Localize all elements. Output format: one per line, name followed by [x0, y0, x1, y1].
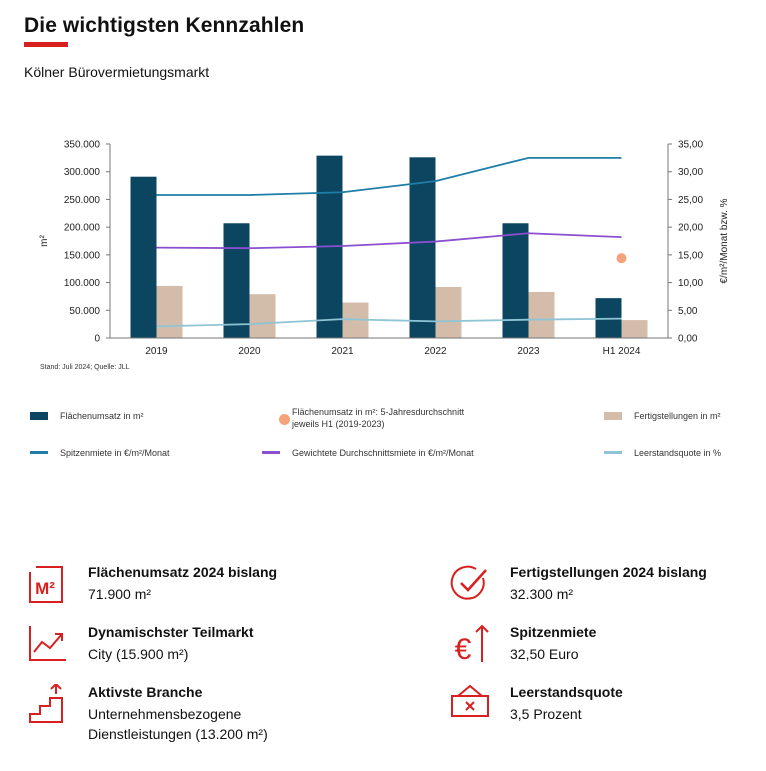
page-title: Die wichtigsten Kennzahlen — [24, 14, 305, 37]
kpi-leerstand: Leerstandsquote 3,5 Prozent — [450, 684, 750, 728]
x-tick-label-3: 2022 — [424, 346, 447, 357]
vacant-sign-icon — [451, 684, 489, 717]
legend-swatch-spitzenmiete — [30, 451, 48, 454]
kpi-branche-value-line1: Unternehmensbezogene — [88, 706, 242, 722]
left-tick-label-0: 0 — [94, 334, 100, 345]
lines — [156, 156, 627, 328]
euro-up-icon: € — [455, 624, 489, 664]
euro-icon-text: € — [455, 633, 472, 664]
right-tick-label-0: 0,00 — [678, 334, 698, 345]
bar-fertigstellungen-4 — [528, 291, 555, 338]
x-tick-label-4: 2023 — [517, 346, 540, 357]
line-leerstand — [156, 317, 622, 328]
kpi-flaechenumsatz-label: Flächenumsatz 2024 bislang — [88, 564, 278, 580]
m2-icon-text: M² — [35, 579, 55, 598]
axes — [109, 144, 669, 339]
left-tick-label-1: 50.000 — [69, 306, 100, 317]
office-market-chart: 0 50.000 100.000 150.000 200.000 250.000 300.0… — [39, 140, 730, 372]
left-axis-label: m² — [39, 235, 50, 247]
tick-labels: 0 50.000 100.000 150.000 200.000 250.000 300.0… — [64, 140, 704, 358]
kpi-flaechenumsatz: M² Flächenumsatz 2024 bislang 71.900 m² — [28, 564, 348, 608]
trend-chart-icon — [29, 626, 66, 661]
kpi-leerstand-value: 3,5 Prozent — [510, 706, 582, 722]
legend-label-durchschnitt-line1: Flächenumsatz in m²: 5-Jahresdurchschnit… — [292, 407, 465, 417]
right-tick-label-4: 20,00 — [678, 223, 703, 234]
legend-label-durchschnittsmiete: Gewichtete Durchschnittsmiete in €/m²/Mo… — [292, 448, 474, 458]
line-spitzenmiete — [156, 156, 622, 196]
point-durchschnitt-h1 — [616, 253, 627, 264]
bar-flaechenumsatz-4 — [502, 223, 529, 338]
legend-swatch-fertigstellungen — [604, 412, 622, 420]
legend-swatch-durchschnitt — [279, 414, 290, 425]
bar-flaechenumsatz-1 — [223, 223, 250, 338]
legend-swatch-leerstand — [604, 451, 622, 454]
x-tick-label-0: 2019 — [145, 346, 168, 357]
x-tick-label-2: 2021 — [331, 346, 354, 357]
right-tick-label-3: 15,00 — [678, 250, 703, 261]
left-tick-label-3: 150.000 — [64, 250, 101, 261]
left-tick-label-2: 100.000 — [64, 278, 101, 289]
chart-legend: Flächenumsatz in m² Flächenumsatz in m²:… — [0, 400, 766, 470]
checkmark-circle-icon — [450, 565, 487, 600]
legend-label-fertigstellungen: Fertigstellungen in m² — [634, 411, 721, 421]
chart-source: Stand: Juli 2024; Quelle: JLL — [40, 364, 130, 371]
bars — [130, 155, 648, 338]
right-tick-label-6: 30,00 — [678, 167, 703, 178]
left-tick-label-7: 350.000 — [64, 140, 101, 151]
kpi-teilmarkt-value: City (15.900 m²) — [88, 646, 189, 662]
left-tick-label-5: 250.000 — [64, 195, 101, 206]
legend-label-durchschnitt-line2: jeweils H1 (2019-2023) — [292, 419, 385, 429]
kpi-branche-label: Aktivste Branche — [88, 684, 203, 700]
bar-fertigstellungen-0 — [156, 285, 183, 338]
bar-flaechenumsatz-3 — [409, 157, 436, 338]
bar-fertigstellungen-3 — [435, 287, 462, 338]
bar-fertigstellungen-5 — [621, 320, 648, 338]
right-tick-label-7: 35,00 — [678, 140, 703, 151]
left-tick-label-4: 200.000 — [64, 223, 101, 234]
x-tick-label-5: H1 2024 — [603, 346, 641, 357]
legend-label-flaechenumsatz: Flächenumsatz in m² — [60, 411, 144, 421]
right-tick-label-2: 10,00 — [678, 278, 703, 289]
page-subtitle: Kölner Bürovermietungsmarkt — [24, 64, 210, 80]
kpi-spitzenmiete: € Spitzenmiete 32,50 Euro — [450, 624, 750, 668]
kpi-spitzenmiete-label: Spitzenmiete — [510, 624, 597, 640]
bar-fertigstellungen-1 — [249, 294, 276, 338]
kpi-fertigstellungen-value: 32.300 m² — [510, 586, 574, 602]
legend-swatch-durchschnittsmiete — [262, 451, 280, 454]
kpi-branche: Aktivste Branche Unternehmensbezogene Di… — [28, 684, 348, 748]
kpi-branche-value-line2: Dienstleistungen (13.200 m²) — [88, 726, 268, 742]
legend-swatch-flaechenumsatz — [30, 412, 48, 420]
legend-label-spitzenmiete: Spitzenmiete in €/m²/Monat — [60, 448, 170, 458]
right-tick-label-5: 25,00 — [678, 195, 703, 206]
kpi-spitzenmiete-value: 32,50 Euro — [510, 646, 579, 662]
kpi-teilmarkt-label: Dynamischster Teilmarkt — [88, 624, 254, 640]
kpi-fertigstellungen: Fertigstellungen 2024 bislang 32.300 m² — [450, 564, 750, 608]
steps-up-icon — [29, 684, 63, 723]
right-axis-label: €/m²/Monat bzw. % — [719, 198, 730, 283]
kpi-fertigstellungen-label: Fertigstellungen 2024 bislang — [510, 564, 707, 580]
right-tick-label-1: 5,00 — [678, 306, 698, 317]
kpi-flaechenumsatz-value: 71.900 m² — [88, 586, 152, 602]
m2-icon: M² — [29, 566, 63, 603]
line-durchschnittsmiete — [156, 232, 622, 250]
legend-label-leerstand: Leerstandsquote in % — [634, 448, 722, 458]
kpi-leerstand-label: Leerstandsquote — [510, 684, 623, 700]
title-accent-bar — [24, 42, 68, 47]
left-tick-label-6: 300.000 — [64, 167, 101, 178]
kpi-teilmarkt: Dynamischster Teilmarkt City (15.900 m²) — [28, 624, 348, 668]
x-tick-label-1: 2020 — [238, 346, 261, 357]
bar-flaechenumsatz-0 — [130, 176, 157, 338]
